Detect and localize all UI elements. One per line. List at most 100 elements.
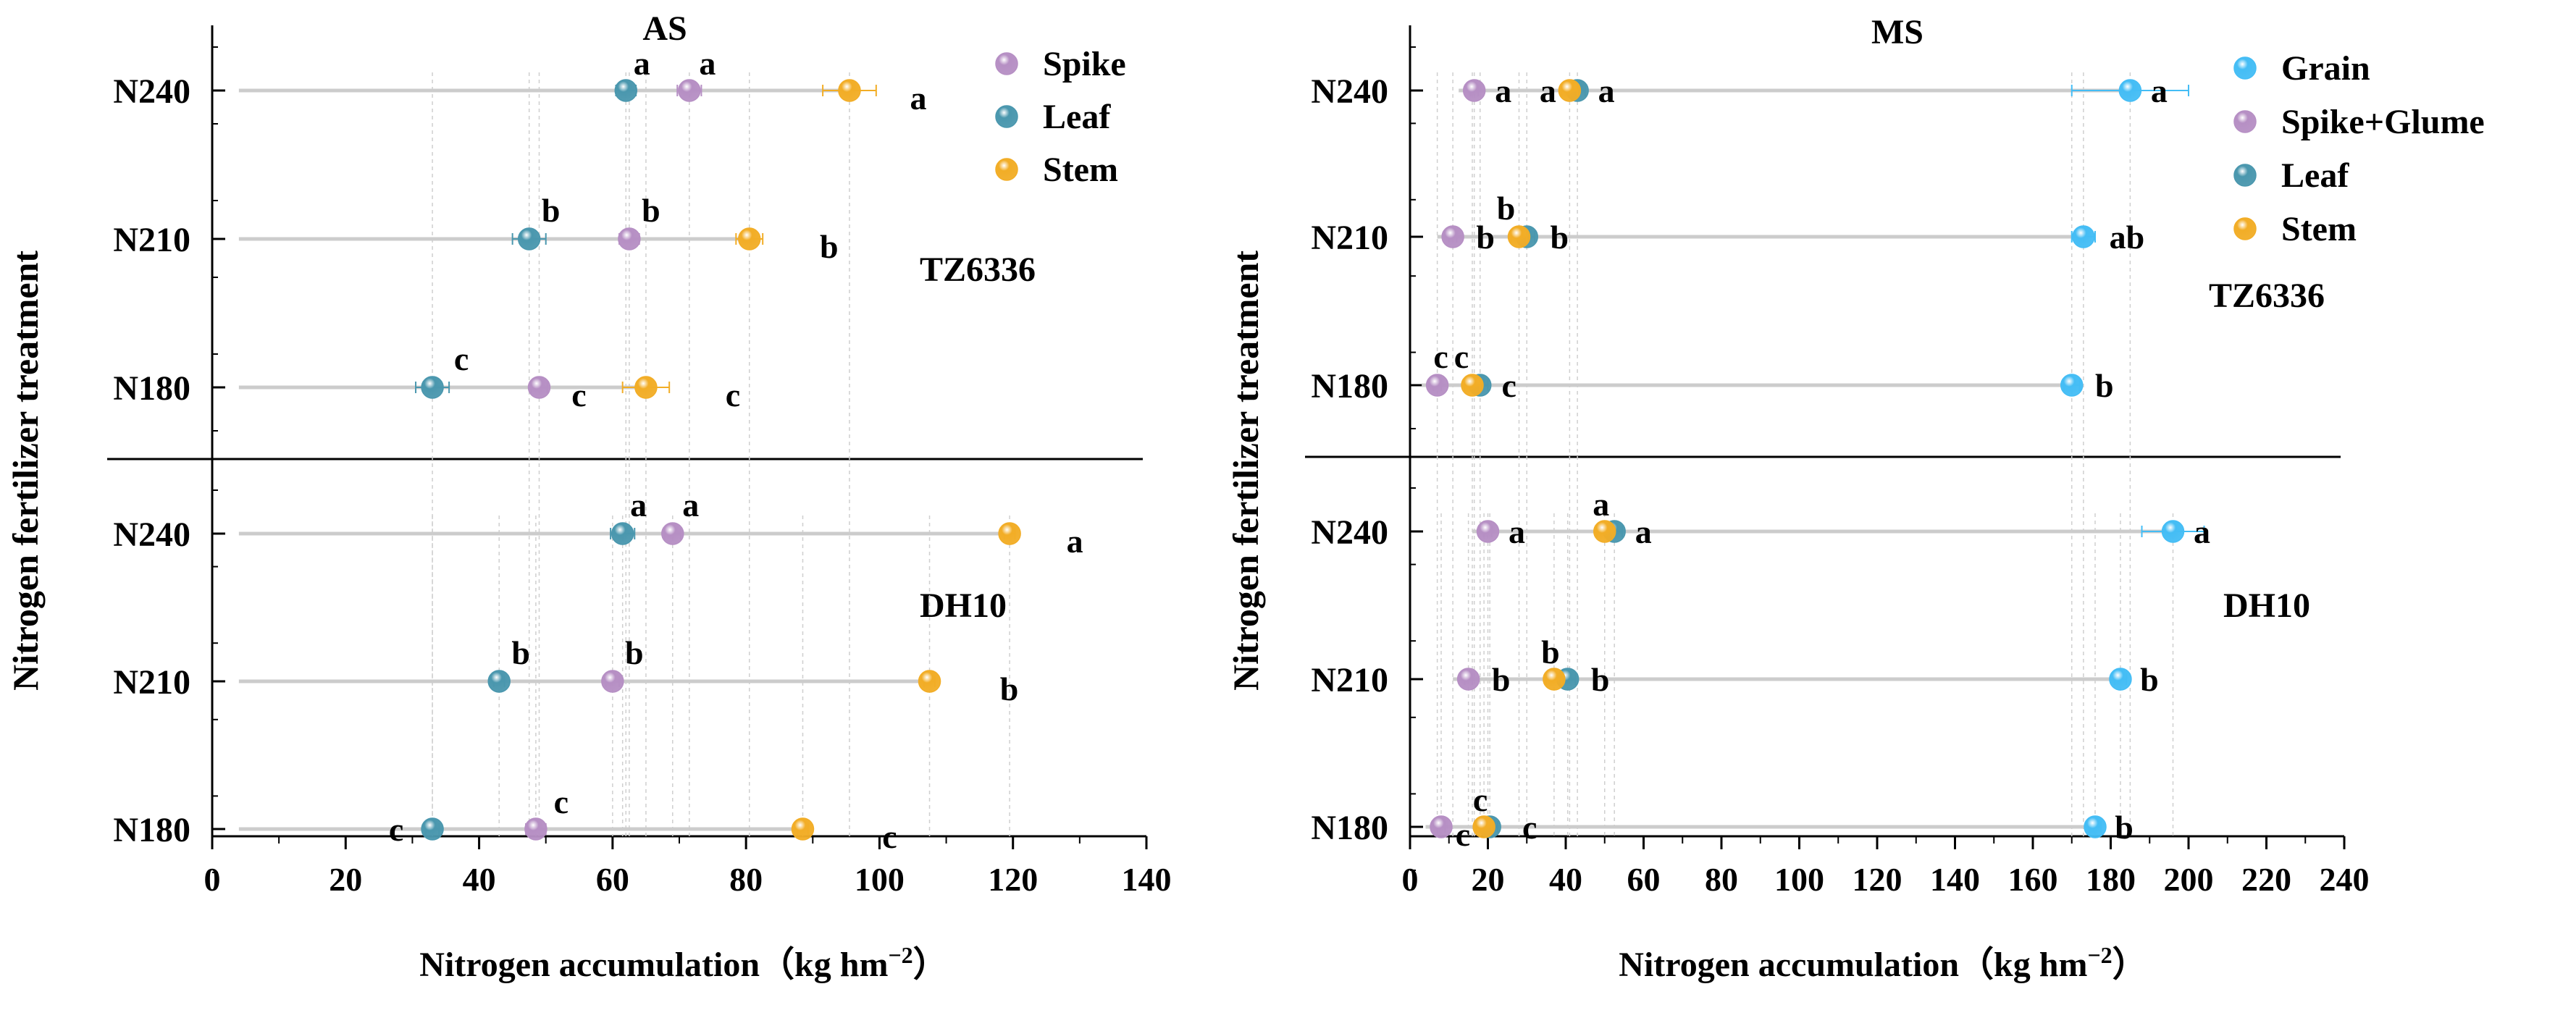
data-point-spike: [678, 79, 701, 102]
x-tick-label: 200: [2164, 861, 2214, 898]
x-tick-label: 40: [463, 861, 496, 898]
significance-letter: c: [554, 783, 569, 820]
data-point-stem: [838, 79, 861, 102]
chart-title: AS: [642, 9, 687, 48]
significance-letter: a: [1598, 72, 1615, 109]
x-tick-label: 140: [1122, 861, 1172, 898]
cultivar-label: TZ6336: [920, 251, 1036, 289]
data-point-stem: [1461, 374, 1484, 397]
data-point-grain: [2161, 520, 2185, 543]
legend-marker: [995, 105, 1018, 128]
legend-marker: [2233, 164, 2257, 187]
data-point-leaf: [517, 227, 541, 251]
y-tick-label: N180: [1311, 367, 1388, 405]
legend-label: Leaf: [2281, 156, 2349, 195]
data-point-stem: [1593, 520, 1616, 543]
x-axis-title-close: ）: [913, 946, 948, 984]
data-point-stem: [791, 817, 815, 841]
y-tick-label: N240: [1311, 72, 1388, 111]
data-point-stem: [1543, 668, 1566, 691]
data-point-stem: [738, 227, 761, 251]
significance-letter: a: [682, 487, 699, 523]
significance-letter: c: [1522, 809, 1537, 846]
x-tick-label: 0: [204, 861, 221, 898]
significance-letter: b: [1541, 634, 1560, 670]
data-point-spike: [601, 670, 624, 693]
legend-label: Spike+Glume: [2281, 103, 2485, 141]
chart-ms: 0 20 40 60 80 100 120 140 160 180 200 220 240 MS Nitro…: [1225, 13, 2485, 984]
y-tick-label: N180: [113, 811, 190, 849]
y-axis-title: Nitrogen fertilizer treatment: [1225, 251, 1266, 691]
y-tick-label: N180: [113, 369, 190, 408]
significance-letter: b: [2095, 367, 2114, 404]
data-point-leaf: [611, 522, 634, 545]
significance-letter: a: [699, 45, 716, 82]
cultivar-label: DH10: [920, 586, 1007, 625]
legend-marker: [2233, 110, 2257, 133]
data-point-spike-glume: [1441, 225, 1464, 248]
data-point-spike-glume: [1425, 374, 1449, 397]
data-point-grain: [2084, 815, 2107, 838]
x-tick-label: 20: [329, 861, 362, 898]
cultivar-label: DH10: [2223, 586, 2310, 625]
significance-letter: b: [820, 228, 839, 265]
x-tick-label: 160: [2008, 861, 2058, 898]
significance-letter: b: [625, 634, 644, 671]
y-tick-label: N210: [1311, 219, 1388, 257]
legend-item-leaf: Leaf: [995, 98, 1111, 136]
y-tick-label: N240: [1311, 513, 1388, 552]
significance-letter: b: [1591, 661, 1610, 698]
data-point-stem: [918, 670, 941, 693]
data-point-spike: [618, 227, 641, 251]
significance-letter: c: [1456, 816, 1470, 853]
data-point-stem: [1472, 815, 1495, 838]
legend-label: Grain: [2281, 49, 2370, 88]
y-tick-label: N210: [113, 663, 190, 702]
legend-label: Stem: [1043, 151, 1118, 189]
legend-label: Leaf: [1043, 98, 1111, 136]
data-point-leaf: [421, 376, 444, 399]
significance-letter: a: [1067, 523, 1083, 560]
data-point-spike-glume: [1476, 520, 1500, 543]
x-tick-label: 100: [1774, 861, 1824, 898]
x-axis-title: Nitrogen accumulation（kg hm−2）: [419, 942, 947, 984]
significance-letter: c: [1502, 367, 1516, 404]
chart-title: MS: [1871, 13, 1923, 51]
y-tick-label: N210: [1311, 661, 1388, 699]
significance-letter: c: [1433, 338, 1448, 375]
data-point-spike-glume: [1456, 668, 1480, 691]
y-tick-label: N180: [1311, 809, 1388, 847]
significance-letter: c: [882, 818, 897, 855]
significance-letter: a: [1540, 72, 1556, 109]
significance-letter: a: [630, 487, 647, 523]
data-point-leaf: [614, 79, 638, 102]
significance-letter: a: [1495, 72, 1511, 109]
significance-letter: a: [910, 80, 926, 117]
data-point-grain: [2072, 225, 2095, 248]
significance-letter: c: [454, 340, 469, 377]
x-tick-label: 60: [596, 861, 629, 898]
significance-letter: b: [1550, 219, 1569, 256]
x-tick-label: 180: [2086, 861, 2136, 898]
x-axis-title-close: ）: [2113, 946, 2147, 984]
data-point-stem: [1558, 79, 1582, 102]
significance-letter: a: [2151, 72, 2168, 109]
chart-as: 0 20 40 60 80 100 120 140 AS Nitrogen fertilizer …: [5, 9, 1172, 984]
significance-letter: c: [571, 377, 586, 413]
significance-letter: b: [642, 192, 660, 229]
legend-item-stem: Stem: [995, 151, 1118, 189]
x-tick-label: 100: [855, 861, 905, 898]
significance-letter: b: [542, 192, 561, 229]
y-tick-label: N210: [113, 221, 190, 259]
legend-marker: [995, 52, 1018, 75]
legend-item-stem: Stem: [2233, 210, 2357, 248]
data-point-grain: [2060, 374, 2084, 397]
y-tick-label: N240: [113, 72, 190, 111]
panel-dh10: DH10 N240 N210 N180 a b c a b c a b c: [113, 487, 1083, 873]
data-point-leaf: [487, 670, 511, 693]
significance-letter: b: [2115, 809, 2134, 846]
legend-marker: [2233, 56, 2257, 80]
